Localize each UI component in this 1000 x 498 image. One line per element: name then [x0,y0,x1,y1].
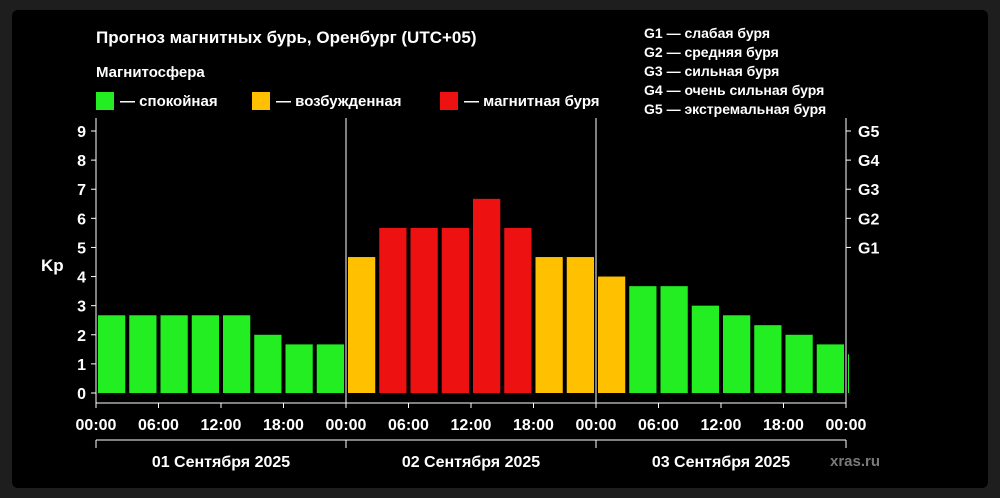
kp-bar [629,286,657,393]
g-scale-item-g3: G3 — сильная буря [644,63,780,79]
kp-bar [410,227,438,393]
kp-bar [98,315,126,393]
x-tick-label: 06:00 [388,417,429,434]
y-tick-label: 3 [77,299,86,316]
y-axis-label: Kp [41,256,64,275]
y-tick-label: 1 [77,357,86,374]
kp-bar [473,198,501,393]
legend-item-storm: — магнитная буря [440,92,600,110]
y-tick-label: 7 [77,182,86,199]
y-tick-label: 9 [77,124,86,141]
legend-item-active: — возбужденная [252,92,402,110]
x-tick-label: 00:00 [326,417,367,434]
y-tick-label: 8 [77,153,86,170]
x-tick-label: 00:00 [576,417,617,434]
kp-bar [660,286,688,393]
x-tick-label: 00:00 [826,417,867,434]
kp-bar [691,305,719,393]
g-scale-item-g4: G4 — очень сильная буря [644,82,825,98]
kp-bar [191,315,219,393]
kp-bar [223,315,251,393]
x-tick-label: 06:00 [138,417,179,434]
legend-item-quiet: — спокойная [96,92,218,110]
chart-title: Прогноз магнитных бурь, Оренбург (UTC+05… [96,28,477,47]
x-tick-label: 12:00 [201,417,242,434]
kp-bar [254,334,282,393]
legend-label-quiet: — спокойная [120,92,218,110]
legend-swatch-active [252,92,270,110]
g-tick-label: G3 [858,182,879,199]
legend-label-storm: — магнитная буря [464,92,600,110]
kp-bar [785,334,813,393]
kp-bar [316,344,344,393]
y-tick-label: 0 [77,386,86,403]
legend-swatch-quiet [96,92,114,110]
brand-watermark: xras.ru [830,453,881,470]
kp-bar [160,315,188,393]
kp-bar [754,325,782,393]
day-label: 03 Сентября 2025 [652,454,790,471]
kp-bar [848,354,849,393]
y-tick-label: 6 [77,211,86,228]
kp-bar [441,227,469,393]
x-tick-label: 12:00 [451,417,492,434]
kp-bar [723,315,751,393]
legend-heading: Магнитосфера [96,64,205,81]
day-label: 01 Сентября 2025 [152,454,290,471]
g-scale-legend: G1 — слабая буря G2 — средняя буря G3 — … [644,24,826,119]
kp-bar [504,227,532,393]
y-tick-label: 4 [77,270,86,287]
kp-bar [566,257,594,393]
x-tick-label: 18:00 [763,417,804,434]
x-tick-label: 18:00 [513,417,554,434]
g-tick-label: G2 [858,211,879,228]
kp-bar [379,227,407,393]
x-tick-label: 12:00 [701,417,742,434]
g-scale-item-g1: G1 — слабая буря [644,25,771,41]
x-tick-label: 18:00 [263,417,304,434]
kp-bar [535,257,563,393]
g-scale-item-g5: G5 — экстремальная буря [644,101,827,117]
y-tick-label: 2 [77,328,86,345]
kp-bar [129,315,157,393]
day-label: 02 Сентября 2025 [402,454,540,471]
x-tick-label: 06:00 [638,417,679,434]
g-tick-label: G5 [858,124,879,141]
kp-bar [816,344,844,393]
legend-swatch-storm [440,92,458,110]
kp-bar [348,257,376,393]
x-tick-label: 00:00 [76,417,117,434]
y-tick-label: 5 [77,240,86,257]
g-tick-label: G4 [858,153,879,170]
g-scale-item-g2: G2 — средняя буря [644,44,779,60]
legend-label-active: — возбужденная [276,92,402,110]
kp-bar [285,344,313,393]
g-tick-label: G1 [858,240,879,257]
kp-bar [598,276,626,393]
